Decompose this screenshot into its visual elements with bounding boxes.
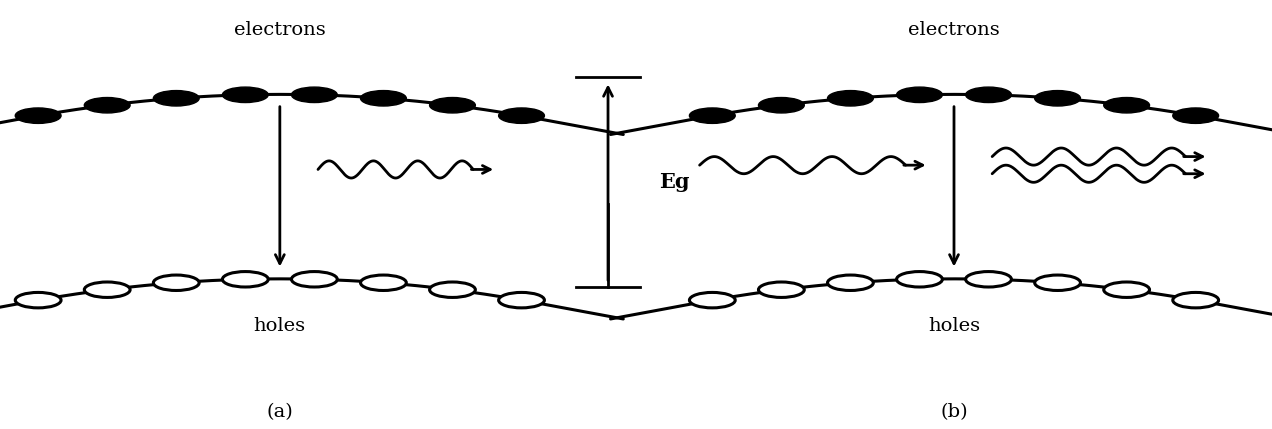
Text: Eg: Eg [659,172,689,192]
Text: (a): (a) [266,403,294,421]
Circle shape [15,108,61,124]
Circle shape [1034,275,1080,290]
Circle shape [154,275,200,290]
Circle shape [897,87,943,103]
Circle shape [223,272,268,287]
Circle shape [897,272,943,287]
Circle shape [828,275,874,290]
Circle shape [223,87,268,103]
Circle shape [499,108,544,124]
Circle shape [1173,293,1219,308]
Circle shape [1034,91,1080,106]
Circle shape [1173,108,1219,124]
Text: (b): (b) [940,403,968,421]
Circle shape [84,282,130,297]
Circle shape [758,97,804,113]
Circle shape [1104,97,1150,113]
Circle shape [430,282,476,297]
Circle shape [499,293,544,308]
Circle shape [965,272,1011,287]
Circle shape [291,87,337,103]
Circle shape [1104,282,1150,297]
Circle shape [965,87,1011,103]
Circle shape [758,282,804,297]
Circle shape [360,275,406,290]
Circle shape [430,97,476,113]
Circle shape [360,91,406,106]
Text: electrons: electrons [234,21,326,39]
Text: holes: holes [929,317,979,335]
Circle shape [154,91,200,106]
Text: electrons: electrons [908,21,1000,39]
Text: holes: holes [254,317,305,335]
Circle shape [291,272,337,287]
Circle shape [84,97,130,113]
Circle shape [689,108,735,124]
Circle shape [15,293,61,308]
Circle shape [828,91,874,106]
Circle shape [689,293,735,308]
